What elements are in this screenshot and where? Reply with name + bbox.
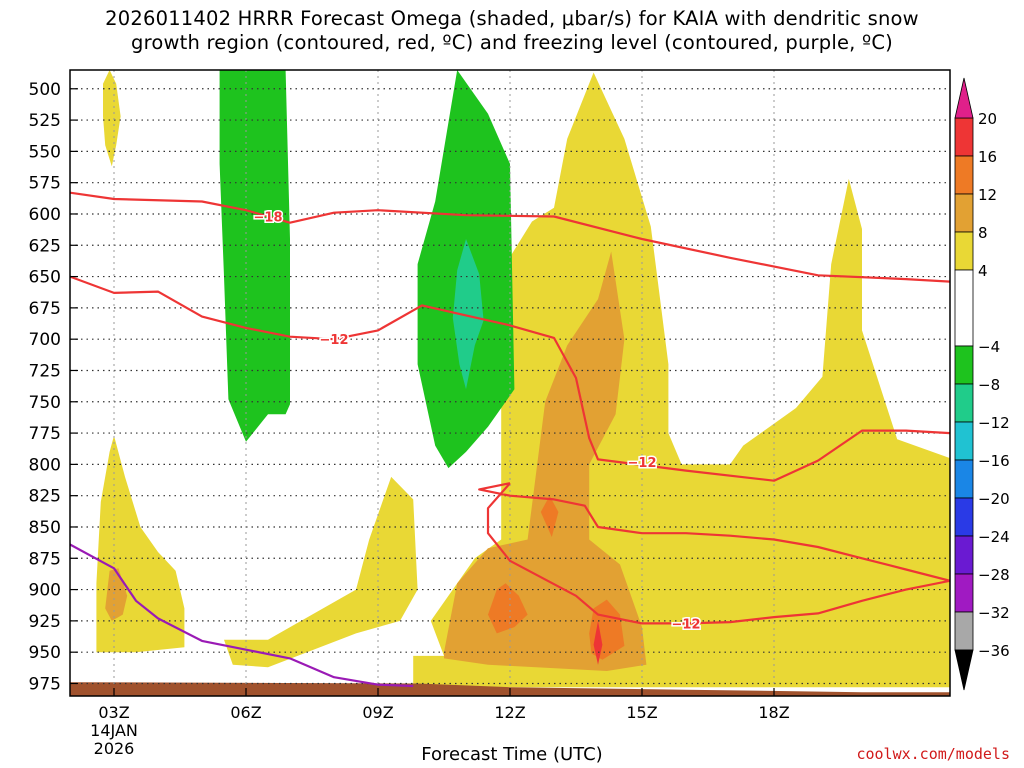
colorbar-segment-16-12 xyxy=(954,155,974,195)
y-tick-label-550: 550 xyxy=(29,142,61,162)
y-tick-label-600: 600 xyxy=(29,205,61,225)
omega-shading-layer xyxy=(96,70,950,688)
omega-region--8..-4-0 xyxy=(219,70,290,442)
colorbar-segment-8-4 xyxy=(954,231,974,271)
y-tick-label-850: 850 xyxy=(29,518,61,538)
colorbar-label-8: −16 xyxy=(978,452,1010,470)
contour-line-3 xyxy=(70,543,414,688)
colorbar-label-9: −20 xyxy=(978,490,1010,508)
y-tick-label-525: 525 xyxy=(29,111,61,131)
y-tick-label-625: 625 xyxy=(29,236,61,256)
colorbar-segment-12-8 xyxy=(954,193,974,233)
colorbar-segment-20-16 xyxy=(954,117,974,157)
contour-label-0: −18 xyxy=(254,210,283,225)
colorbar-segment--28--32 xyxy=(954,573,974,613)
colorbar-under-arrow xyxy=(954,649,974,691)
colorbar-segment--4--8 xyxy=(954,345,974,385)
y-tick-label-775: 775 xyxy=(29,424,61,444)
omega-region-4..8-0 xyxy=(103,70,121,167)
y-tick-label-925: 925 xyxy=(29,612,61,632)
colorbar-label-6: −8 xyxy=(978,376,1000,394)
y-tick-label-825: 825 xyxy=(29,487,61,507)
colorbar-segment--24--28 xyxy=(954,535,974,575)
source-credit: coolwx.com/models xyxy=(856,745,1010,763)
contour-line-2 xyxy=(478,482,950,625)
x-tick-label-12Z: 12Z xyxy=(494,703,525,722)
colorbar: 20 16 12 8 4 −4 −8 −12 −16 −20 −24 −28 −32 −36 xyxy=(954,77,1010,691)
x-tick-label-18Z: 18Z xyxy=(758,703,789,722)
colorbar-label-13: −36 xyxy=(978,642,1010,660)
chart-title-line-1: 2026011402 HRRR Forecast Omega (shaded, … xyxy=(105,7,919,30)
colorbar-segment--8--12 xyxy=(954,383,974,423)
colorbar-over-arrow xyxy=(954,77,974,119)
y-tick-label-750: 750 xyxy=(29,393,61,413)
x-tick-date: 14JAN xyxy=(90,721,138,740)
omega-region-4..8-1 xyxy=(96,435,185,653)
x-tick-label-03Z: 03Z xyxy=(98,703,129,722)
colorbar-segment-4--4 xyxy=(954,269,974,347)
x-tick-year: 2026 xyxy=(94,739,135,758)
colorbar-label-5: −4 xyxy=(978,338,1000,356)
y-tick-label-500: 500 xyxy=(29,80,61,100)
y-tick-label-650: 650 xyxy=(29,268,61,288)
y-tick-label-800: 800 xyxy=(29,455,61,475)
y-tick-label-975: 975 xyxy=(29,674,61,694)
contour-label-2: −12 xyxy=(628,456,657,471)
contour-lines-layer: −18 −12 −12 −12 xyxy=(70,191,950,688)
colorbar-label-10: −24 xyxy=(978,528,1010,546)
colorbar-label-11: −28 xyxy=(978,566,1010,584)
y-tick-label-875: 875 xyxy=(29,549,61,569)
colorbar-segment--16--20 xyxy=(954,459,974,499)
x-tick-label-09Z: 09Z xyxy=(362,703,393,722)
colorbar-label-4: 4 xyxy=(978,262,988,280)
contour-line-0 xyxy=(70,191,950,283)
y-tick-label-950: 950 xyxy=(29,643,61,663)
colorbar-segment--12--16 xyxy=(954,421,974,461)
chart-title-line-2: growth region (contoured, red, ºC) and f… xyxy=(131,31,893,54)
colorbar-segment--20--24 xyxy=(954,497,974,537)
y-tick-label-700: 700 xyxy=(29,330,61,350)
omega-region-16..20-0 xyxy=(593,620,603,665)
contour-line-1 xyxy=(70,275,950,482)
x-tick-label-06Z: 06Z xyxy=(230,703,261,722)
x-axis-label: Forecast Time (UTC) xyxy=(421,744,603,765)
colorbar-segment--32--36 xyxy=(954,611,974,651)
colorbar-label-12: −32 xyxy=(978,604,1010,622)
y-tick-label-575: 575 xyxy=(29,174,61,194)
contour-label-3: −12 xyxy=(672,617,701,632)
omega-region-12..16-0 xyxy=(488,583,528,634)
y-tick-label-675: 675 xyxy=(29,299,61,319)
contour-label-1: −12 xyxy=(320,333,349,348)
colorbar-label-1: 16 xyxy=(978,148,997,166)
colorbar-label-2: 12 xyxy=(978,186,997,204)
omega-region-4..8-2 xyxy=(224,476,418,668)
colorbar-label-0: 20 xyxy=(978,110,997,128)
colorbar-label-7: −12 xyxy=(978,414,1010,432)
y-tick-label-900: 900 xyxy=(29,581,61,601)
omega-region-8..12-1 xyxy=(444,251,647,671)
colorbar-label-3: 8 xyxy=(978,224,988,242)
x-tick-label-15Z: 15Z xyxy=(626,703,657,722)
axes-layer: 500 525 550 575 600 625 650 675 700 725 750 775 800 8… xyxy=(29,69,951,758)
y-tick-label-725: 725 xyxy=(29,361,61,381)
